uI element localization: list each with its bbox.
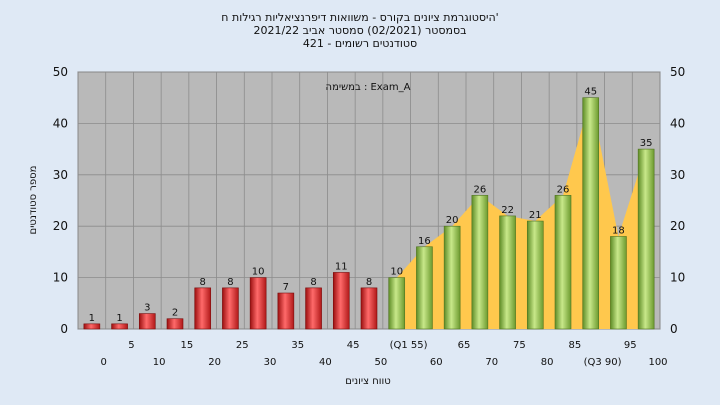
y-tick-label-right: 40 [670, 116, 685, 130]
bar-65 [443, 225, 461, 330]
bar-85 [554, 195, 572, 330]
bar-value-label: 1 [116, 313, 122, 324]
y-tick-label-right: 50 [670, 65, 685, 79]
y-tick-label-right: 10 [670, 271, 685, 285]
bar-50 [360, 287, 378, 330]
bar-value-label: 26 [557, 184, 570, 195]
y-tick-label-left: 30 [53, 168, 68, 182]
x-tick-label: (Q3 90) [584, 357, 622, 368]
y-tick-label-right: 0 [670, 322, 678, 336]
bar-q390 [582, 97, 600, 330]
bar-20 [194, 287, 212, 330]
bar-q155 [388, 277, 406, 330]
bar-value-label: 2 [172, 308, 178, 319]
bar-value-label: 8 [227, 277, 233, 288]
y-tick-label-left: 10 [53, 271, 68, 285]
x-tick-label: 45 [347, 340, 360, 351]
bar-25 [222, 287, 239, 330]
bar-value-label: 7 [283, 282, 289, 293]
bar-10 [138, 313, 156, 330]
bar-value-label: 22 [501, 205, 514, 216]
bar-value-label: 10 [252, 267, 265, 278]
x-tick-label: 40 [319, 357, 332, 368]
bar-70 [471, 195, 489, 330]
bar-value-label: 1 [89, 313, 95, 324]
x-tick-label: 0 [101, 357, 107, 368]
x-tick-label: 35 [291, 340, 304, 351]
bar-value-label: 21 [529, 210, 542, 221]
bar-60 [416, 246, 433, 330]
x-tick-label: 20 [208, 357, 221, 368]
x-tick-label: 25 [236, 340, 249, 351]
bar-value-label: 26 [473, 184, 486, 195]
x-tick-label: 10 [153, 357, 166, 368]
x-tick-label: 95 [624, 340, 637, 351]
x-axis-label: טווח ציונים [345, 376, 390, 387]
y-ticks-right: 0 10 20 30 40 50 [670, 65, 685, 336]
exam-annotation: במשימה : Exam_A [326, 82, 411, 93]
x-tick-label: 65 [458, 340, 471, 351]
y-tick-label-right: 30 [670, 168, 685, 182]
bar-value-label: 3 [144, 303, 150, 314]
bar-35 [277, 292, 295, 330]
bar-value-label: 18 [612, 225, 625, 236]
bar-value-label: 8 [366, 277, 372, 288]
bar-0 [83, 323, 101, 330]
bars-group [83, 97, 655, 330]
y-axis-label: מספר סטודנטים [28, 166, 39, 235]
bar-value-label: 35 [640, 138, 653, 149]
bar-40 [305, 287, 322, 330]
x-tick-label: 70 [485, 357, 498, 368]
x-tick-label: 15 [180, 340, 193, 351]
bar-45 [332, 272, 350, 330]
x-tick-label: (Q1 55) [390, 340, 428, 351]
bar-value-label: 20 [446, 215, 459, 226]
x-tick-label: 75 [513, 340, 526, 351]
bar-15 [166, 318, 184, 330]
bar-value-label: 10 [390, 267, 403, 278]
x-ticks: 0 5 10 15 20 25 30 35 40 45 50(Q1 55)60 65 70 75 80 85(… [101, 340, 668, 368]
x-tick-label: 30 [264, 357, 277, 368]
y-tick-label-right: 20 [670, 219, 685, 233]
bar-95 [610, 236, 627, 330]
bar-value-label: 45 [584, 87, 597, 98]
x-tick-label: 50 [374, 357, 387, 368]
bar-value-label: 8 [310, 277, 316, 288]
bar-75 [499, 215, 516, 330]
x-tick-label: 5 [128, 340, 134, 351]
bar-value-label: 11 [335, 261, 348, 272]
bar-value-label: 8 [200, 277, 206, 288]
bar-5 [111, 323, 128, 330]
bar-30 [249, 277, 267, 330]
y-tick-label-left: 0 [60, 322, 68, 336]
bar-80 [526, 220, 544, 330]
x-tick-label: 80 [541, 357, 554, 368]
chart-subtitle-registered: סטודנטים רשומים - 421 [303, 37, 417, 50]
y-tick-label-left: 40 [53, 116, 68, 130]
y-tick-label-left: 50 [53, 65, 68, 79]
x-tick-label: 60 [430, 357, 443, 368]
bar-100 [637, 148, 655, 330]
y-ticks-left: 0 10 20 30 40 50 [53, 65, 68, 336]
x-tick-label: 100 [648, 357, 667, 368]
y-tick-label-left: 20 [53, 219, 68, 233]
chart-subtitle-semester: בסמסטר (02/2021) סמסטר אביב 2021/22 [253, 24, 466, 37]
chart-title: היסטוגרמת ציונים בקורס - משוואות דיפרנצי… [221, 11, 498, 24]
bar-value-label: 16 [418, 236, 431, 247]
x-tick-label: 85 [568, 340, 581, 351]
